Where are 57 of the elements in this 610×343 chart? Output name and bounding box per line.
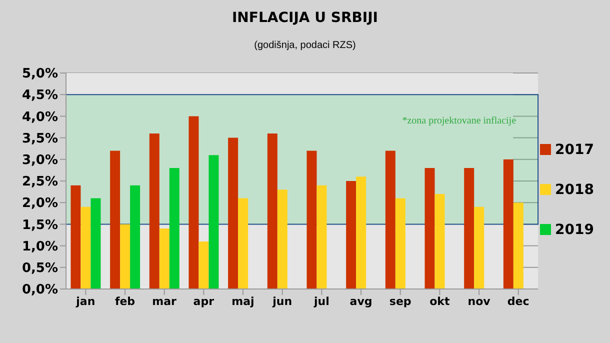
- x-tick-label: avg: [350, 294, 372, 308]
- bar: [188, 116, 199, 289]
- bar: [267, 133, 278, 289]
- bar: [346, 181, 356, 289]
- y-tick-label: 5,0%: [22, 66, 58, 82]
- x-tick-label: mar: [152, 294, 178, 308]
- x-tick-label: feb: [114, 294, 136, 308]
- bar: [238, 198, 248, 289]
- bar: [316, 185, 327, 289]
- y-tick-label: 1,5%: [22, 218, 58, 233]
- y-tick-label: 3,0%: [22, 153, 58, 168]
- x-tick-label: jul: [312, 294, 330, 308]
- bar: [70, 185, 81, 289]
- bar: [208, 155, 219, 289]
- x-tick-label: nov: [468, 294, 492, 308]
- bar: [474, 206, 484, 289]
- bar: [110, 150, 120, 289]
- bar: [159, 228, 170, 289]
- bar: [395, 198, 406, 289]
- bar: [277, 190, 288, 289]
- legend-label: 2018: [555, 182, 594, 198]
- bar: [90, 198, 101, 289]
- bar: [434, 194, 445, 289]
- y-tick-label: 2,0%: [22, 196, 58, 212]
- x-tick-label: jan: [75, 294, 96, 308]
- bar: [80, 206, 91, 289]
- x-tick-label: maj: [232, 294, 254, 308]
- bar: [464, 168, 474, 289]
- bar: [169, 168, 180, 289]
- bar: [130, 185, 140, 289]
- bar: [120, 224, 130, 289]
- bar: [198, 241, 209, 289]
- bar: [149, 133, 160, 289]
- bar: [385, 150, 396, 289]
- y-tick-label: 4,5%: [22, 88, 58, 104]
- y-tick-label: 0,0%: [22, 282, 58, 298]
- chart-subtitle: (godišnja, podaci RZS): [253, 40, 357, 51]
- x-tick-label: jun: [272, 294, 292, 308]
- chart-title: INFLACIJA U SRBIJI: [230, 10, 380, 26]
- y-tick-label: 2,5%: [22, 174, 58, 190]
- bar: [513, 202, 524, 289]
- x-tick-label: dec: [507, 294, 530, 308]
- bar: [306, 150, 317, 289]
- bar: [503, 159, 514, 289]
- x-tick-label: apr: [193, 294, 215, 308]
- bar: [424, 168, 435, 289]
- x-tick-label: okt: [430, 294, 450, 308]
- y-tick-label: 3,5%: [22, 131, 58, 146]
- legend-label: 2017: [555, 142, 594, 158]
- x-tick-label: sep: [389, 294, 412, 308]
- bar: [228, 138, 238, 289]
- bar: [356, 176, 366, 289]
- y-tick-label: 4,0%: [22, 110, 58, 125]
- y-tick-label: 0,5%: [22, 261, 58, 276]
- legend-label: 2019: [555, 222, 594, 238]
- y-tick-label: 1,0%: [22, 239, 58, 254]
- band-label: *zona projektovane inflacije: [402, 116, 517, 127]
